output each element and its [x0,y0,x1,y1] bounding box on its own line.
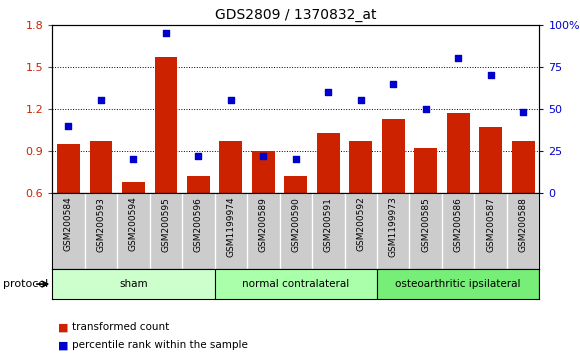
Text: GSM200591: GSM200591 [324,197,333,252]
Text: GSM1199973: GSM1199973 [389,197,398,257]
Text: GSM200588: GSM200588 [519,197,528,252]
Text: GSM200585: GSM200585 [421,197,430,252]
Bar [122,182,145,193]
Point [356,98,365,103]
Text: percentile rank within the sample: percentile rank within the sample [72,340,248,350]
Point [259,153,268,159]
Text: protocol: protocol [3,279,48,289]
Text: ■: ■ [58,322,68,332]
Bar [414,148,437,193]
Bar [382,119,405,193]
Bar [349,141,372,193]
Bar [377,269,539,299]
Text: GSM200596: GSM200596 [194,197,203,252]
Bar [154,57,177,193]
Point [96,98,106,103]
Bar [317,133,340,193]
Text: GSM200587: GSM200587 [486,197,495,252]
Point [324,89,333,95]
Bar [447,113,470,193]
Point [64,123,73,129]
Text: GSM200586: GSM200586 [454,197,463,252]
Point [226,98,235,103]
Point [454,56,463,61]
Text: GSM200595: GSM200595 [161,197,171,252]
Point [291,156,300,162]
Text: normal contralateral: normal contralateral [242,279,349,289]
Bar [219,141,242,193]
Point [129,156,138,162]
Bar [512,141,535,193]
Point [421,106,430,112]
Text: GSM1199974: GSM1199974 [226,197,235,257]
Point [486,73,495,78]
Bar [284,176,307,193]
Text: GSM200590: GSM200590 [291,197,300,252]
Bar [57,144,80,193]
Bar [215,269,377,299]
Point [194,153,203,159]
Point [161,30,171,36]
Text: transformed count: transformed count [72,322,170,332]
Point [389,81,398,86]
Bar [479,127,502,193]
Bar [89,141,113,193]
Text: osteoarthritic ipsilateral: osteoarthritic ipsilateral [396,279,521,289]
Text: GSM200589: GSM200589 [259,197,268,252]
Text: GSM200584: GSM200584 [64,197,73,251]
Title: GDS2809 / 1370832_at: GDS2809 / 1370832_at [215,8,376,22]
Bar [52,269,215,299]
Text: GSM200592: GSM200592 [356,197,365,251]
Text: GSM200593: GSM200593 [96,197,106,252]
Text: sham: sham [119,279,148,289]
Text: ■: ■ [58,340,68,350]
Bar [187,176,210,193]
Bar [252,151,275,193]
Point [519,109,528,115]
Text: GSM200594: GSM200594 [129,197,138,251]
